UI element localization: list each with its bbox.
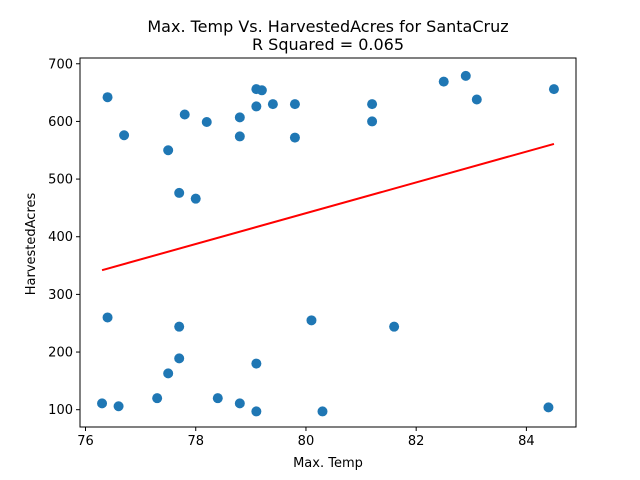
y-tick-label: 400: [48, 230, 73, 245]
data-point: [174, 187, 185, 198]
chart-subtitle: R Squared = 0.065: [252, 35, 404, 54]
data-point: [234, 112, 245, 123]
data-point: [97, 398, 108, 409]
x-tick-label: 76: [77, 434, 94, 449]
data-point: [179, 109, 190, 120]
data-point: [234, 398, 245, 409]
data-point: [174, 353, 185, 364]
data-point: [201, 116, 212, 127]
data-point: [152, 393, 163, 404]
axes-frame: [79, 57, 577, 428]
plot-area: 76 78 80 82 84 100 200 300 400 500 600 700: [48, 57, 577, 449]
data-point: [190, 193, 201, 204]
data-point: [548, 84, 559, 95]
data-point: [102, 92, 113, 103]
data-point: [471, 94, 482, 105]
regression-line: [101, 142, 555, 272]
y-tick-label: 700: [48, 57, 73, 72]
x-tick-label: 84: [518, 434, 535, 449]
x-tick-label: 80: [298, 434, 315, 449]
y-tick-label: 500: [48, 173, 73, 188]
x-tick-label: 82: [408, 434, 425, 449]
data-point: [251, 101, 262, 112]
data-point: [317, 406, 328, 417]
data-point: [289, 99, 300, 110]
data-point: [251, 406, 262, 417]
data-point: [289, 132, 300, 143]
data-point: [163, 368, 174, 379]
data-point: [119, 130, 130, 141]
data-point: [367, 116, 378, 127]
data-point: [174, 321, 185, 332]
data-point: [460, 70, 471, 81]
chart-title: Max. Temp Vs. HarvestedAcres for SantaCr…: [147, 17, 508, 36]
data-point: [543, 402, 554, 413]
y-axis-label: HarvestedAcres: [24, 193, 39, 296]
data-point: [212, 393, 223, 404]
data-point: [306, 315, 317, 326]
x-axis-label: Max. Temp: [293, 456, 363, 471]
y-tick-label: 300: [48, 288, 73, 303]
data-point: [367, 99, 378, 110]
data-point: [234, 131, 245, 142]
data-point: [163, 145, 174, 156]
data-point: [438, 76, 449, 87]
data-point: [113, 401, 124, 412]
x-tick-label: 78: [187, 434, 204, 449]
y-tick-label: 600: [48, 115, 73, 130]
y-tick-label: 200: [48, 346, 73, 361]
data-point: [102, 312, 113, 323]
y-tick-label: 100: [48, 403, 73, 418]
data-point: [267, 99, 278, 110]
data-point: [251, 358, 262, 369]
data-point: [389, 321, 400, 332]
data-point: [256, 85, 267, 96]
